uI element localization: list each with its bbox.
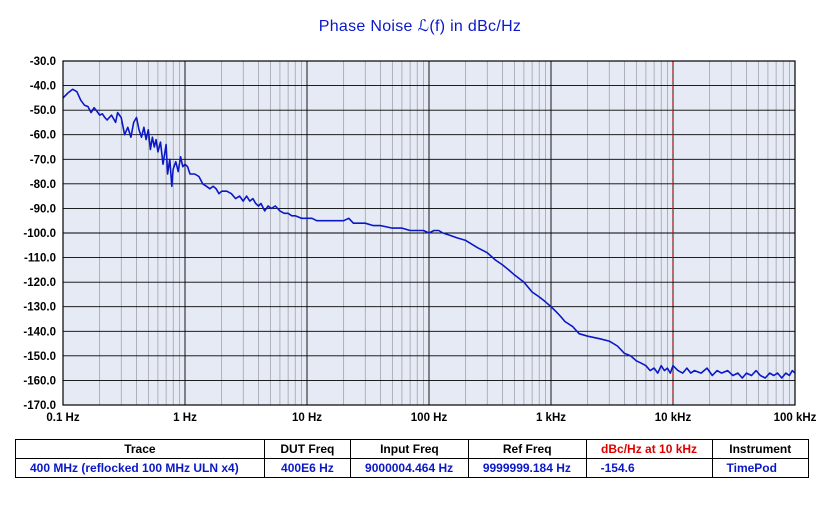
y-tick-label: -30.0 xyxy=(30,56,56,68)
phase-noise-chart: -30.0 -40.0 -50.0 -60.0 -70.0 -80.0 -90.0 -100.… xyxy=(23,56,816,424)
cell-dut-freq: 400E6 Hz xyxy=(263,458,352,478)
header-trace: Trace xyxy=(15,439,265,459)
x-tick-label: 1 Hz xyxy=(173,412,197,424)
table-row: 400 MHz (reflocked 100 MHz ULN x4) 400E6… xyxy=(15,458,809,478)
x-tick-label: 10 Hz xyxy=(292,412,322,424)
table-header-row: Trace DUT Freq Input Freq Ref Freq dBc/H… xyxy=(15,439,809,459)
series-layer xyxy=(62,88,796,379)
chart-title: Phase Noise ℒ(f) in dBc/Hz xyxy=(318,18,522,35)
y-tick-label: -110.0 xyxy=(24,253,56,265)
cell-instrument: TimePod xyxy=(711,458,809,478)
y-tick-label: -170.0 xyxy=(23,400,56,412)
plot-frame xyxy=(62,60,796,406)
cell-ref-freq: 9999999.184 Hz xyxy=(467,458,587,478)
trace-info-table-container: Trace DUT Freq Input Freq Ref Freq dBc/H… xyxy=(15,439,809,478)
header-ref-freq: Ref Freq xyxy=(467,439,587,459)
x-axis-tick-labels: 0.1 Hz 1 Hz 10 Hz 100 Hz 1 kHz 10 kHz 100 kHz xyxy=(46,412,816,424)
x-tick-label: 100 Hz xyxy=(411,412,448,424)
x-tick-label: 100 kHz xyxy=(774,412,817,424)
header-dut-freq: DUT Freq xyxy=(263,439,352,459)
cell-input-freq: 9000004.464 Hz xyxy=(350,458,469,478)
header-instrument: Instrument xyxy=(711,439,809,459)
y-tick-label: -70.0 xyxy=(30,154,56,166)
y-tick-label: -130.0 xyxy=(23,302,56,314)
y-tick-label: -160.0 xyxy=(23,375,56,387)
x-tick-label: 1 kHz xyxy=(536,412,566,424)
y-tick-label: -120.0 xyxy=(23,277,56,289)
x-tick-label: 0.1 Hz xyxy=(46,412,79,424)
y-tick-label: -140.0 xyxy=(23,326,56,338)
header-input-freq: Input Freq xyxy=(350,439,469,459)
y-tick-label: -90.0 xyxy=(30,203,56,215)
y-tick-label: -50.0 xyxy=(30,105,56,117)
y-tick-label: -60.0 xyxy=(30,130,56,142)
y-tick-label: -40.0 xyxy=(30,81,56,93)
cell-dbc-at-10khz: -154.6 xyxy=(585,458,713,478)
trace-info-table: Trace DUT Freq Input Freq Ref Freq dBc/H… xyxy=(15,439,809,478)
x-tick-label: 10 kHz xyxy=(655,412,692,424)
series-line-0 xyxy=(62,88,796,379)
header-dbc-at-10khz: dBc/Hz at 10 kHz xyxy=(585,439,713,459)
y-tick-label: -100.0 xyxy=(23,228,56,240)
y-axis-tick-labels: -30.0 -40.0 -50.0 -60.0 -70.0 -80.0 -90.0 -100.… xyxy=(23,56,56,412)
cell-trace: 400 MHz (reflocked 100 MHz ULN x4) xyxy=(15,458,265,478)
y-tick-label: -150.0 xyxy=(23,351,56,363)
y-tick-label: -80.0 xyxy=(30,179,56,191)
